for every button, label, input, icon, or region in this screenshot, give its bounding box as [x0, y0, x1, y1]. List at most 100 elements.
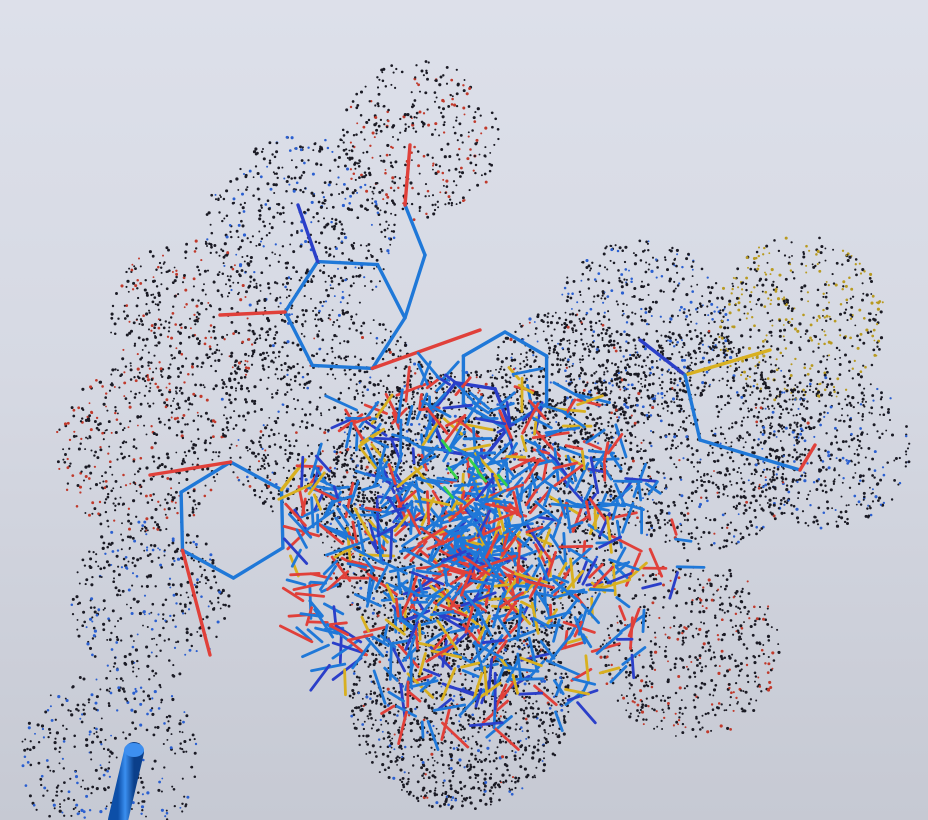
surface-dot	[181, 565, 184, 569]
surface-dot	[230, 288, 233, 292]
surface-dot	[138, 322, 141, 326]
surface-dot	[409, 430, 413, 433]
surface-dot	[411, 416, 415, 420]
surface-dot	[472, 169, 475, 172]
surface-dot	[164, 320, 167, 323]
surface-dot	[484, 382, 488, 386]
surface-dot	[42, 736, 45, 739]
surface-dot	[291, 423, 295, 427]
surface-dot	[344, 355, 348, 359]
surface-dot	[214, 198, 218, 201]
surface-dot	[119, 677, 123, 681]
surface-dot	[102, 480, 105, 483]
surface-dot	[260, 204, 263, 207]
surface-dot	[456, 139, 459, 142]
surface-dot	[244, 363, 246, 366]
surface-dot	[90, 449, 93, 452]
surface-dot	[157, 525, 161, 529]
surface-dot	[258, 496, 262, 499]
surface-dot	[226, 251, 230, 255]
surface-dot	[163, 423, 166, 426]
surface-dot	[188, 495, 191, 499]
surface-dot	[144, 526, 148, 530]
surface-dot	[121, 503, 124, 506]
surface-dot	[62, 740, 66, 743]
surface-dot	[430, 494, 433, 498]
surface-dot	[234, 371, 238, 375]
surface-dot	[449, 484, 453, 488]
surface-dot	[170, 467, 173, 470]
surface-dot	[494, 659, 498, 663]
surface-dot	[167, 366, 171, 370]
surface-dot	[357, 499, 360, 503]
surface-dot	[337, 165, 340, 168]
surface-dot	[331, 373, 335, 376]
surface-dot	[589, 473, 593, 477]
surface-dot	[463, 199, 466, 202]
surface-dot	[128, 527, 131, 531]
surface-dot	[176, 367, 180, 371]
surface-dot	[170, 695, 174, 698]
surface-dot	[369, 185, 372, 188]
surface-dot	[310, 191, 314, 195]
surface-dot	[158, 361, 161, 364]
surface-dot	[344, 373, 347, 376]
surface-dot	[102, 402, 106, 406]
surface-dot	[93, 655, 97, 658]
surface-dot	[489, 151, 492, 154]
surface-dot	[468, 87, 472, 90]
surface-dot	[336, 319, 339, 322]
surface-dot	[268, 161, 272, 165]
surface-dot	[191, 508, 195, 511]
surface-dot	[290, 307, 293, 310]
surface-dot	[232, 332, 235, 335]
surface-dot	[84, 465, 88, 469]
surface-dot	[467, 135, 470, 138]
surface-dot	[157, 456, 161, 460]
surface-dot	[127, 507, 131, 510]
surface-dot	[181, 436, 185, 440]
surface-dot	[559, 602, 562, 604]
surface-dot	[454, 458, 458, 462]
surface-dot	[43, 786, 47, 790]
surface-dot	[120, 548, 123, 551]
surface-dot	[211, 570, 214, 572]
surface-dot	[277, 260, 280, 263]
surface-dot	[403, 454, 407, 457]
surface-dot	[273, 191, 276, 195]
surface-dot	[63, 422, 68, 426]
surface-dot	[105, 405, 107, 408]
surface-dot	[175, 549, 178, 552]
surface-dot	[233, 363, 237, 367]
surface-dot	[402, 538, 406, 541]
surface-dot	[116, 549, 120, 552]
surface-dot	[348, 327, 351, 330]
surface-dot	[341, 296, 345, 300]
surface-dot	[135, 447, 138, 450]
surface-dot	[586, 598, 589, 601]
surface-dot	[197, 502, 201, 506]
surface-dot	[170, 487, 173, 490]
surface-dot	[350, 507, 354, 511]
surface-dot	[184, 653, 187, 656]
surface-dot	[359, 579, 362, 583]
surface-dot	[371, 190, 374, 193]
surface-dot	[109, 543, 112, 547]
surface-dot	[219, 196, 222, 198]
surface-dot	[391, 166, 394, 169]
surface-dot	[153, 354, 156, 357]
surface-dot	[246, 254, 249, 258]
surface-dot	[139, 402, 143, 406]
surface-dot	[434, 128, 437, 131]
surface-dot	[121, 589, 125, 593]
surface-dot	[194, 503, 197, 506]
surface-dot	[278, 254, 281, 257]
surface-dot	[417, 83, 420, 87]
surface-dot	[145, 546, 149, 549]
surface-dot	[554, 617, 557, 621]
surface-dot	[439, 495, 443, 499]
surface-dot	[145, 466, 149, 470]
surface-dot	[204, 439, 207, 442]
